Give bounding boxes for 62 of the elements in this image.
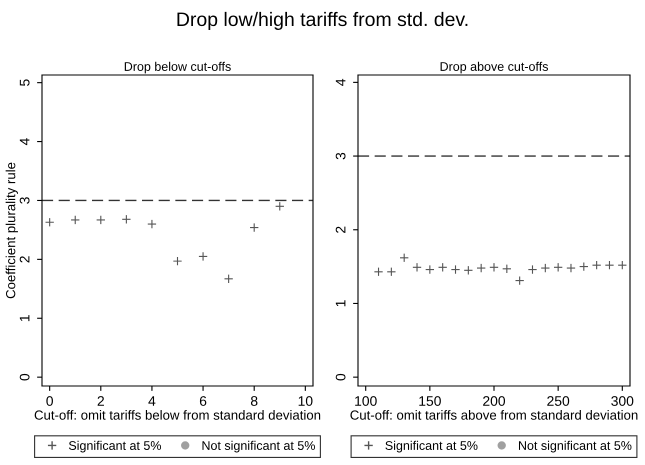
- point: [604, 260, 614, 270]
- point: [566, 263, 576, 273]
- x-axis-title: Cut-off: omit tariffs below from standard deviation: [34, 410, 320, 420]
- point: [540, 263, 550, 273]
- x-tick-label: 200: [483, 396, 506, 406]
- x-tick-label: 0: [46, 396, 53, 406]
- y-tick-label: 1: [336, 300, 346, 306]
- point: [249, 222, 259, 232]
- y-tick-label: 4: [336, 78, 346, 86]
- x-tick-label: 10: [298, 396, 313, 406]
- point: [425, 264, 435, 274]
- point: [224, 274, 234, 284]
- point: [438, 262, 448, 272]
- point: [70, 215, 80, 225]
- point: [553, 262, 563, 272]
- point: [386, 267, 396, 276]
- y-tick-label: 1: [20, 315, 30, 322]
- chart-title: Drop below cut-offs: [124, 62, 231, 74]
- chart-title: Drop above cut-offs: [440, 62, 548, 74]
- point: [172, 256, 182, 266]
- y-tick-label: 4: [20, 138, 30, 146]
- point: [275, 202, 284, 212]
- point: [579, 262, 589, 272]
- legend-label: Significant at 5%: [68, 440, 162, 452]
- y-tick-label: 3: [20, 197, 30, 204]
- y-axis-title: Coefficient plurality rule: [6, 162, 18, 298]
- x-tick-label: 4: [148, 396, 156, 406]
- y-tick-label: 3: [336, 152, 346, 160]
- y-tick-label: 0: [336, 374, 346, 380]
- legend-label: Not significant at 5%: [518, 440, 632, 452]
- point: [198, 252, 208, 262]
- point: [476, 263, 486, 273]
- x-tick-label: 250: [547, 396, 570, 406]
- point: [514, 276, 524, 286]
- text: Drop low/high tariffs from std. dev.: [177, 12, 468, 30]
- y-tick-label: 2: [336, 226, 346, 233]
- point: [464, 266, 474, 276]
- point: [412, 262, 422, 272]
- point: [96, 215, 106, 225]
- point: [374, 267, 384, 276]
- x-tick-label: 100: [355, 396, 377, 406]
- x-tick-label: 2: [98, 396, 104, 406]
- x-tick-label: 8: [250, 396, 258, 406]
- point: [399, 253, 409, 262]
- point: [618, 260, 628, 270]
- y-tick-label: 0: [20, 374, 30, 380]
- point: [502, 264, 512, 274]
- x-tick-label: 150: [419, 396, 441, 406]
- point: [489, 262, 499, 272]
- x-tick-label: 300: [611, 396, 634, 406]
- point: [44, 218, 54, 227]
- legend-label: Significant at 5%: [385, 440, 478, 452]
- point: [592, 260, 602, 270]
- point: [528, 264, 538, 274]
- point: [122, 214, 132, 224]
- y-tick-label: 2: [20, 256, 30, 263]
- y-tick-label: 5: [20, 79, 30, 86]
- x-tick-label: 6: [200, 396, 206, 406]
- point: [450, 264, 460, 274]
- legend-label: Not significant at 5%: [202, 440, 315, 452]
- point: [147, 219, 157, 229]
- x-axis-title: Cut-off: omit tariffs above from standard deviation: [350, 410, 638, 420]
